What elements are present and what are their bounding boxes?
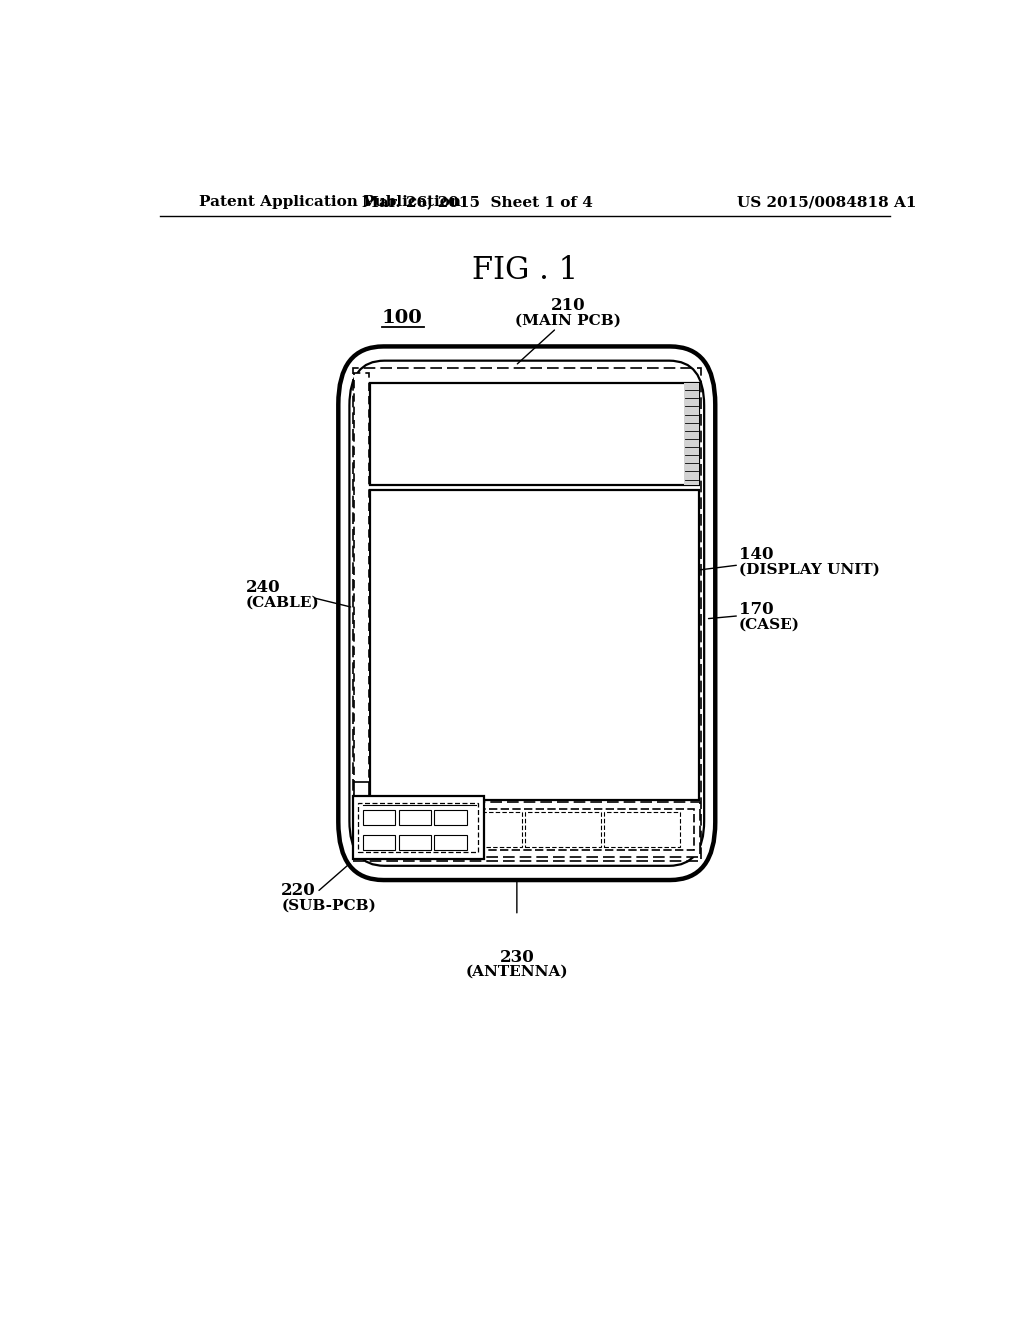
Text: 170: 170 xyxy=(739,601,774,618)
Bar xyxy=(368,812,443,846)
Bar xyxy=(358,803,478,851)
Bar xyxy=(352,796,483,859)
Text: 100: 100 xyxy=(382,309,423,327)
Bar xyxy=(684,383,698,484)
Bar xyxy=(398,810,431,825)
Bar xyxy=(434,810,467,825)
Bar xyxy=(362,836,395,850)
Bar xyxy=(352,368,701,861)
Text: 230: 230 xyxy=(500,949,535,966)
Text: 210: 210 xyxy=(551,297,586,314)
Text: 140: 140 xyxy=(739,546,773,564)
Text: FIG . 1: FIG . 1 xyxy=(472,255,578,285)
Bar xyxy=(370,490,698,800)
Bar xyxy=(446,812,522,846)
Bar xyxy=(354,783,370,805)
Text: (CASE): (CASE) xyxy=(739,618,800,632)
Bar xyxy=(362,810,395,825)
Bar xyxy=(398,836,431,850)
Bar xyxy=(353,801,700,857)
Bar xyxy=(604,812,680,846)
Text: (ANTENNA): (ANTENNA) xyxy=(466,965,568,978)
FancyBboxPatch shape xyxy=(349,360,705,866)
Bar xyxy=(359,809,694,850)
Bar xyxy=(525,812,601,846)
Bar xyxy=(354,372,370,855)
Bar xyxy=(370,383,698,484)
Text: (MAIN PCB): (MAIN PCB) xyxy=(515,314,622,329)
Text: (DISPLAY UNIT): (DISPLAY UNIT) xyxy=(739,564,880,577)
Text: 220: 220 xyxy=(282,882,316,899)
FancyBboxPatch shape xyxy=(338,346,715,880)
Text: Mar. 26, 2015  Sheet 1 of 4: Mar. 26, 2015 Sheet 1 of 4 xyxy=(361,195,593,209)
Text: 240: 240 xyxy=(246,579,281,595)
Text: (CABLE): (CABLE) xyxy=(246,595,319,610)
Text: Patent Application Publication: Patent Application Publication xyxy=(200,195,462,209)
Bar xyxy=(434,836,467,850)
Text: US 2015/0084818 A1: US 2015/0084818 A1 xyxy=(736,195,916,209)
Text: (SUB-PCB): (SUB-PCB) xyxy=(282,899,376,912)
